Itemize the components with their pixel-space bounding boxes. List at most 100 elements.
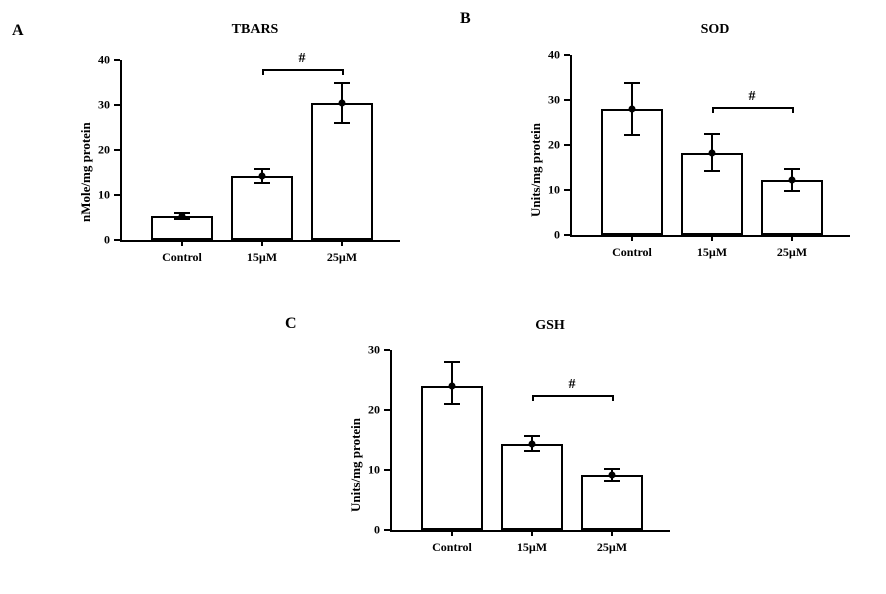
data-point bbox=[179, 213, 186, 220]
y-axis bbox=[570, 55, 572, 235]
y-tick bbox=[384, 529, 390, 531]
y-tick bbox=[384, 469, 390, 471]
panel-letter-a: A bbox=[12, 22, 24, 40]
data-point bbox=[259, 173, 266, 180]
y-tick bbox=[114, 194, 120, 196]
y-axis-title: Units/mg protein bbox=[528, 123, 544, 217]
error-cap-bottom bbox=[704, 170, 720, 172]
y-tick-label: 30 bbox=[350, 343, 380, 358]
x-tick-label: 25µM bbox=[597, 540, 627, 555]
x-axis bbox=[390, 530, 670, 532]
y-tick-label: 0 bbox=[350, 523, 380, 538]
data-point bbox=[529, 440, 536, 447]
chart-tbars: 010203040nMole/mg proteinControl15µM25µM… bbox=[60, 50, 420, 280]
data-point bbox=[789, 177, 796, 184]
x-tick-label: 15µM bbox=[697, 245, 727, 260]
bar bbox=[501, 444, 563, 530]
figure-canvas: A TBARS 010203040nMole/mg proteinControl… bbox=[0, 0, 886, 594]
x-axis bbox=[570, 235, 850, 237]
error-cap-top bbox=[334, 82, 350, 84]
significance-label: # bbox=[569, 377, 576, 393]
chart-gsh: 0102030Units/mg proteinControl15µM25µM# bbox=[330, 340, 690, 570]
x-tick-label: 15µM bbox=[247, 250, 277, 265]
error-cap-top bbox=[444, 361, 460, 363]
chart-title-sod: SOD bbox=[655, 22, 775, 38]
bar bbox=[581, 475, 643, 530]
y-tick-label: 0 bbox=[80, 233, 110, 248]
x-tick-label: Control bbox=[432, 540, 472, 555]
y-tick bbox=[384, 349, 390, 351]
significance-bar bbox=[712, 107, 792, 109]
data-point bbox=[609, 471, 616, 478]
x-tick bbox=[181, 240, 183, 246]
error-cap-top bbox=[254, 168, 270, 170]
significance-bar bbox=[532, 395, 612, 397]
y-tick bbox=[564, 99, 570, 101]
x-tick bbox=[631, 235, 633, 241]
error-cap-bottom bbox=[604, 480, 620, 482]
y-axis bbox=[120, 60, 122, 240]
y-tick-label: 20 bbox=[350, 403, 380, 418]
significance-tick bbox=[712, 107, 714, 113]
chart-title-gsh: GSH bbox=[490, 318, 610, 334]
significance-label: # bbox=[749, 89, 756, 105]
error-cap-top bbox=[784, 168, 800, 170]
y-tick bbox=[114, 149, 120, 151]
significance-tick bbox=[532, 395, 534, 401]
x-tick bbox=[611, 530, 613, 536]
significance-tick bbox=[612, 395, 614, 401]
data-point bbox=[449, 383, 456, 390]
y-tick-label: 40 bbox=[530, 48, 560, 63]
y-tick bbox=[114, 59, 120, 61]
x-tick-label: 25µM bbox=[327, 250, 357, 265]
y-tick bbox=[384, 409, 390, 411]
data-point bbox=[339, 99, 346, 106]
panel-letter-c: C bbox=[285, 315, 297, 333]
y-tick-label: 30 bbox=[80, 98, 110, 113]
error-cap-bottom bbox=[784, 190, 800, 192]
error-cap-top bbox=[524, 435, 540, 437]
chart-title-tbars: TBARS bbox=[195, 22, 315, 38]
y-tick-label: 40 bbox=[80, 53, 110, 68]
y-axis bbox=[390, 350, 392, 530]
x-tick bbox=[711, 235, 713, 241]
x-tick bbox=[791, 235, 793, 241]
y-tick bbox=[564, 54, 570, 56]
significance-tick bbox=[342, 69, 344, 75]
y-tick bbox=[114, 104, 120, 106]
chart-sod: 010203040Units/mg proteinControl15µM25µM… bbox=[510, 45, 870, 275]
error-cap-top bbox=[624, 82, 640, 84]
y-tick-label: 0 bbox=[530, 228, 560, 243]
x-tick bbox=[451, 530, 453, 536]
x-axis bbox=[120, 240, 400, 242]
x-tick-label: 25µM bbox=[777, 245, 807, 260]
panel-letter-b: B bbox=[460, 10, 471, 28]
x-tick-label: Control bbox=[162, 250, 202, 265]
data-point bbox=[629, 106, 636, 113]
error-cap-bottom bbox=[334, 122, 350, 124]
x-tick bbox=[531, 530, 533, 536]
y-axis-title: Units/mg protein bbox=[348, 418, 364, 512]
bar bbox=[421, 386, 483, 530]
x-tick-label: 15µM bbox=[517, 540, 547, 555]
significance-label: # bbox=[299, 51, 306, 67]
y-tick bbox=[564, 144, 570, 146]
error-cap-top bbox=[704, 133, 720, 135]
error-cap-top bbox=[604, 468, 620, 470]
y-tick bbox=[564, 234, 570, 236]
y-tick-label: 30 bbox=[530, 93, 560, 108]
data-point bbox=[709, 149, 716, 156]
significance-tick bbox=[792, 107, 794, 113]
x-tick bbox=[261, 240, 263, 246]
y-tick bbox=[564, 189, 570, 191]
error-cap-bottom bbox=[524, 450, 540, 452]
error-cap-bottom bbox=[444, 403, 460, 405]
bar bbox=[231, 176, 293, 240]
x-tick-label: Control bbox=[612, 245, 652, 260]
error-cap-bottom bbox=[624, 134, 640, 136]
significance-bar bbox=[262, 69, 342, 71]
error-cap-bottom bbox=[254, 182, 270, 184]
y-axis-title: nMole/mg protein bbox=[78, 122, 94, 222]
y-tick bbox=[114, 239, 120, 241]
significance-tick bbox=[262, 69, 264, 75]
